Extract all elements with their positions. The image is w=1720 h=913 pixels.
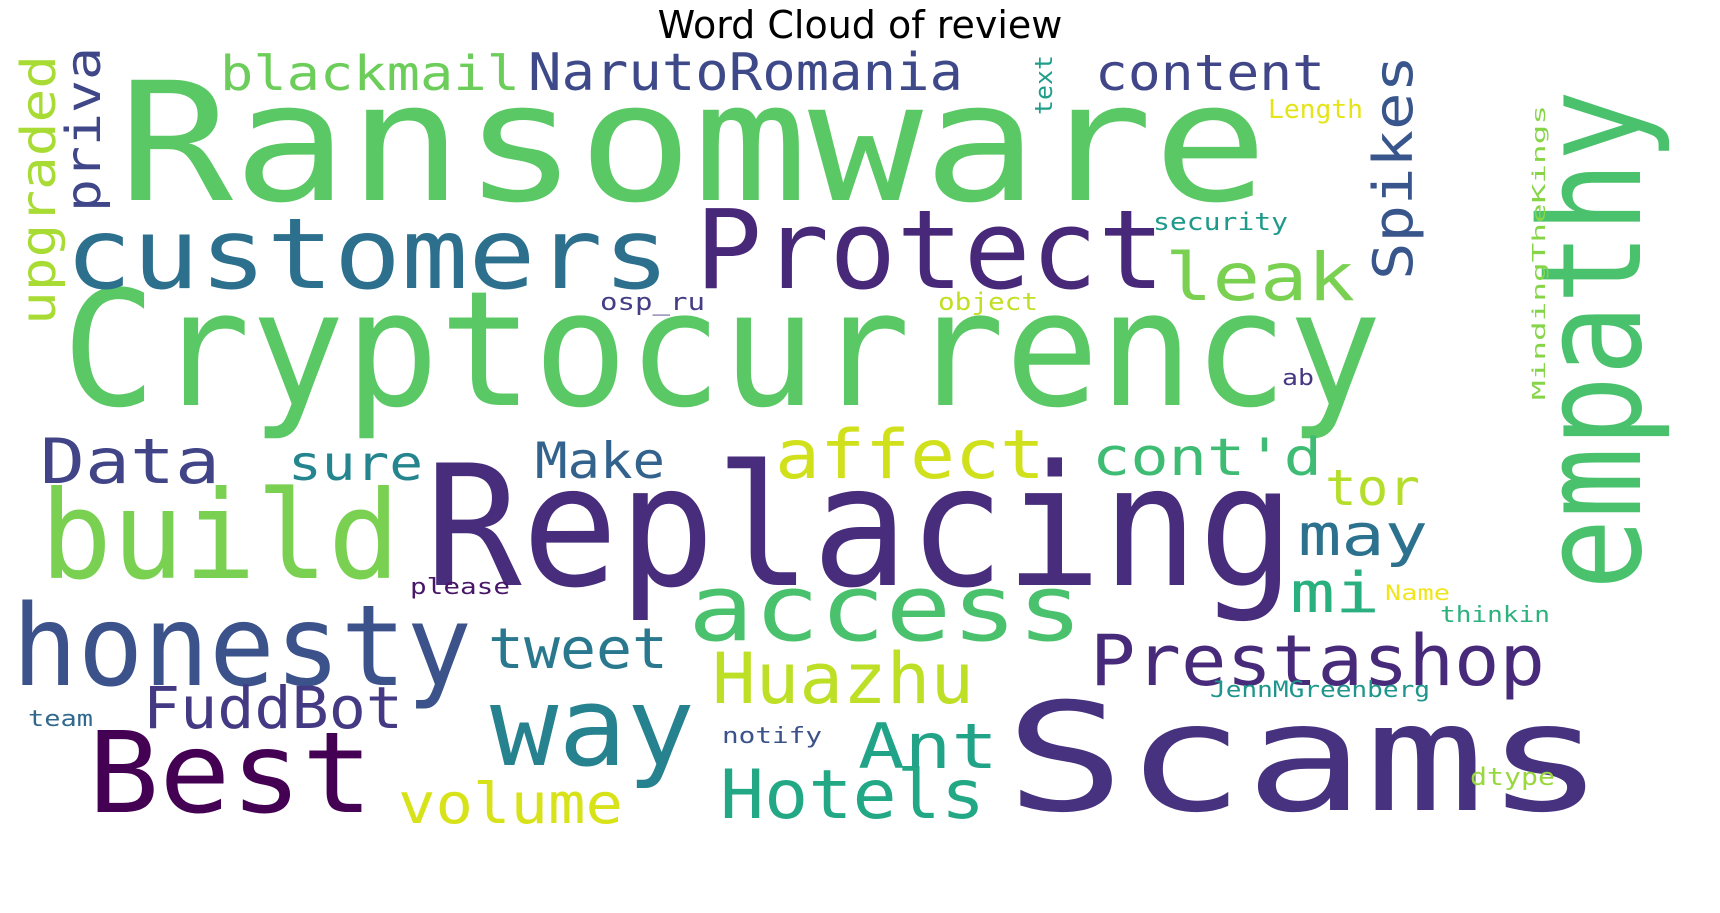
word-cont-d: cont'd bbox=[1092, 428, 1322, 488]
word-osp-ru: osp_ru bbox=[600, 288, 705, 316]
word-way: way bbox=[490, 663, 695, 791]
word-volume: volume bbox=[398, 772, 623, 837]
word-replacing: Replacing bbox=[425, 429, 1295, 625]
word-protect: Protect bbox=[695, 186, 1165, 314]
word-thinkin: thinkin bbox=[1440, 603, 1550, 628]
chart-title: Word Cloud of review bbox=[657, 3, 1063, 47]
word-team: team bbox=[28, 707, 93, 732]
word-mi: mi bbox=[1290, 561, 1380, 626]
word-build: build bbox=[40, 465, 400, 607]
word-jennmgreenberg: JennMGreenberg bbox=[1210, 678, 1430, 703]
word-priva: priva bbox=[56, 47, 112, 212]
word-blackmail: blackmail bbox=[220, 46, 520, 102]
word-data: Data bbox=[40, 425, 220, 498]
word-mindingthekings: MindingTheKings bbox=[1529, 105, 1550, 400]
word-please: please bbox=[410, 575, 510, 600]
word-make: Make bbox=[535, 432, 665, 490]
word-customers: customers bbox=[65, 198, 670, 312]
word-ant: Ant bbox=[858, 710, 998, 783]
word-ab: ab bbox=[1282, 366, 1314, 391]
word-best: Best bbox=[88, 709, 373, 839]
word-huazhu: Huazhu bbox=[712, 638, 974, 720]
word-text: text bbox=[1030, 55, 1058, 115]
word-hotels: Hotels bbox=[720, 756, 985, 835]
word-fuddbot: FuddBot bbox=[143, 674, 403, 742]
word-honesty: honesty bbox=[12, 582, 472, 712]
word-security: security bbox=[1153, 208, 1288, 236]
word-may: may bbox=[1298, 501, 1428, 569]
word-tweet: tweet bbox=[488, 617, 668, 682]
word-length: Length bbox=[1268, 95, 1363, 125]
word-access: access bbox=[688, 555, 1083, 662]
word-upgraded: upgraded bbox=[11, 55, 67, 325]
word-cryptocurrency: Cryptocurrency bbox=[62, 256, 1382, 443]
word-ransomware: Ransomware bbox=[118, 47, 1268, 239]
word-sure: sure bbox=[288, 436, 423, 492]
word-leak: leak bbox=[1165, 239, 1355, 316]
word-tor: tor bbox=[1325, 459, 1420, 517]
word-empathy: empathy bbox=[1511, 90, 1674, 590]
word-notify: notify bbox=[722, 724, 822, 749]
word-object: object bbox=[938, 288, 1038, 316]
word-prestashop: Prestashop bbox=[1090, 620, 1545, 702]
word-narutoromania: NarutoRomania bbox=[528, 43, 963, 103]
word-name: Name bbox=[1385, 581, 1450, 605]
word-spikes: Spikes bbox=[1362, 55, 1425, 280]
word-affect: affect bbox=[775, 416, 1045, 495]
word-dtype: dtype bbox=[1470, 763, 1555, 791]
word-content: content bbox=[1095, 44, 1325, 102]
word-scams: Scams bbox=[1005, 672, 1605, 846]
